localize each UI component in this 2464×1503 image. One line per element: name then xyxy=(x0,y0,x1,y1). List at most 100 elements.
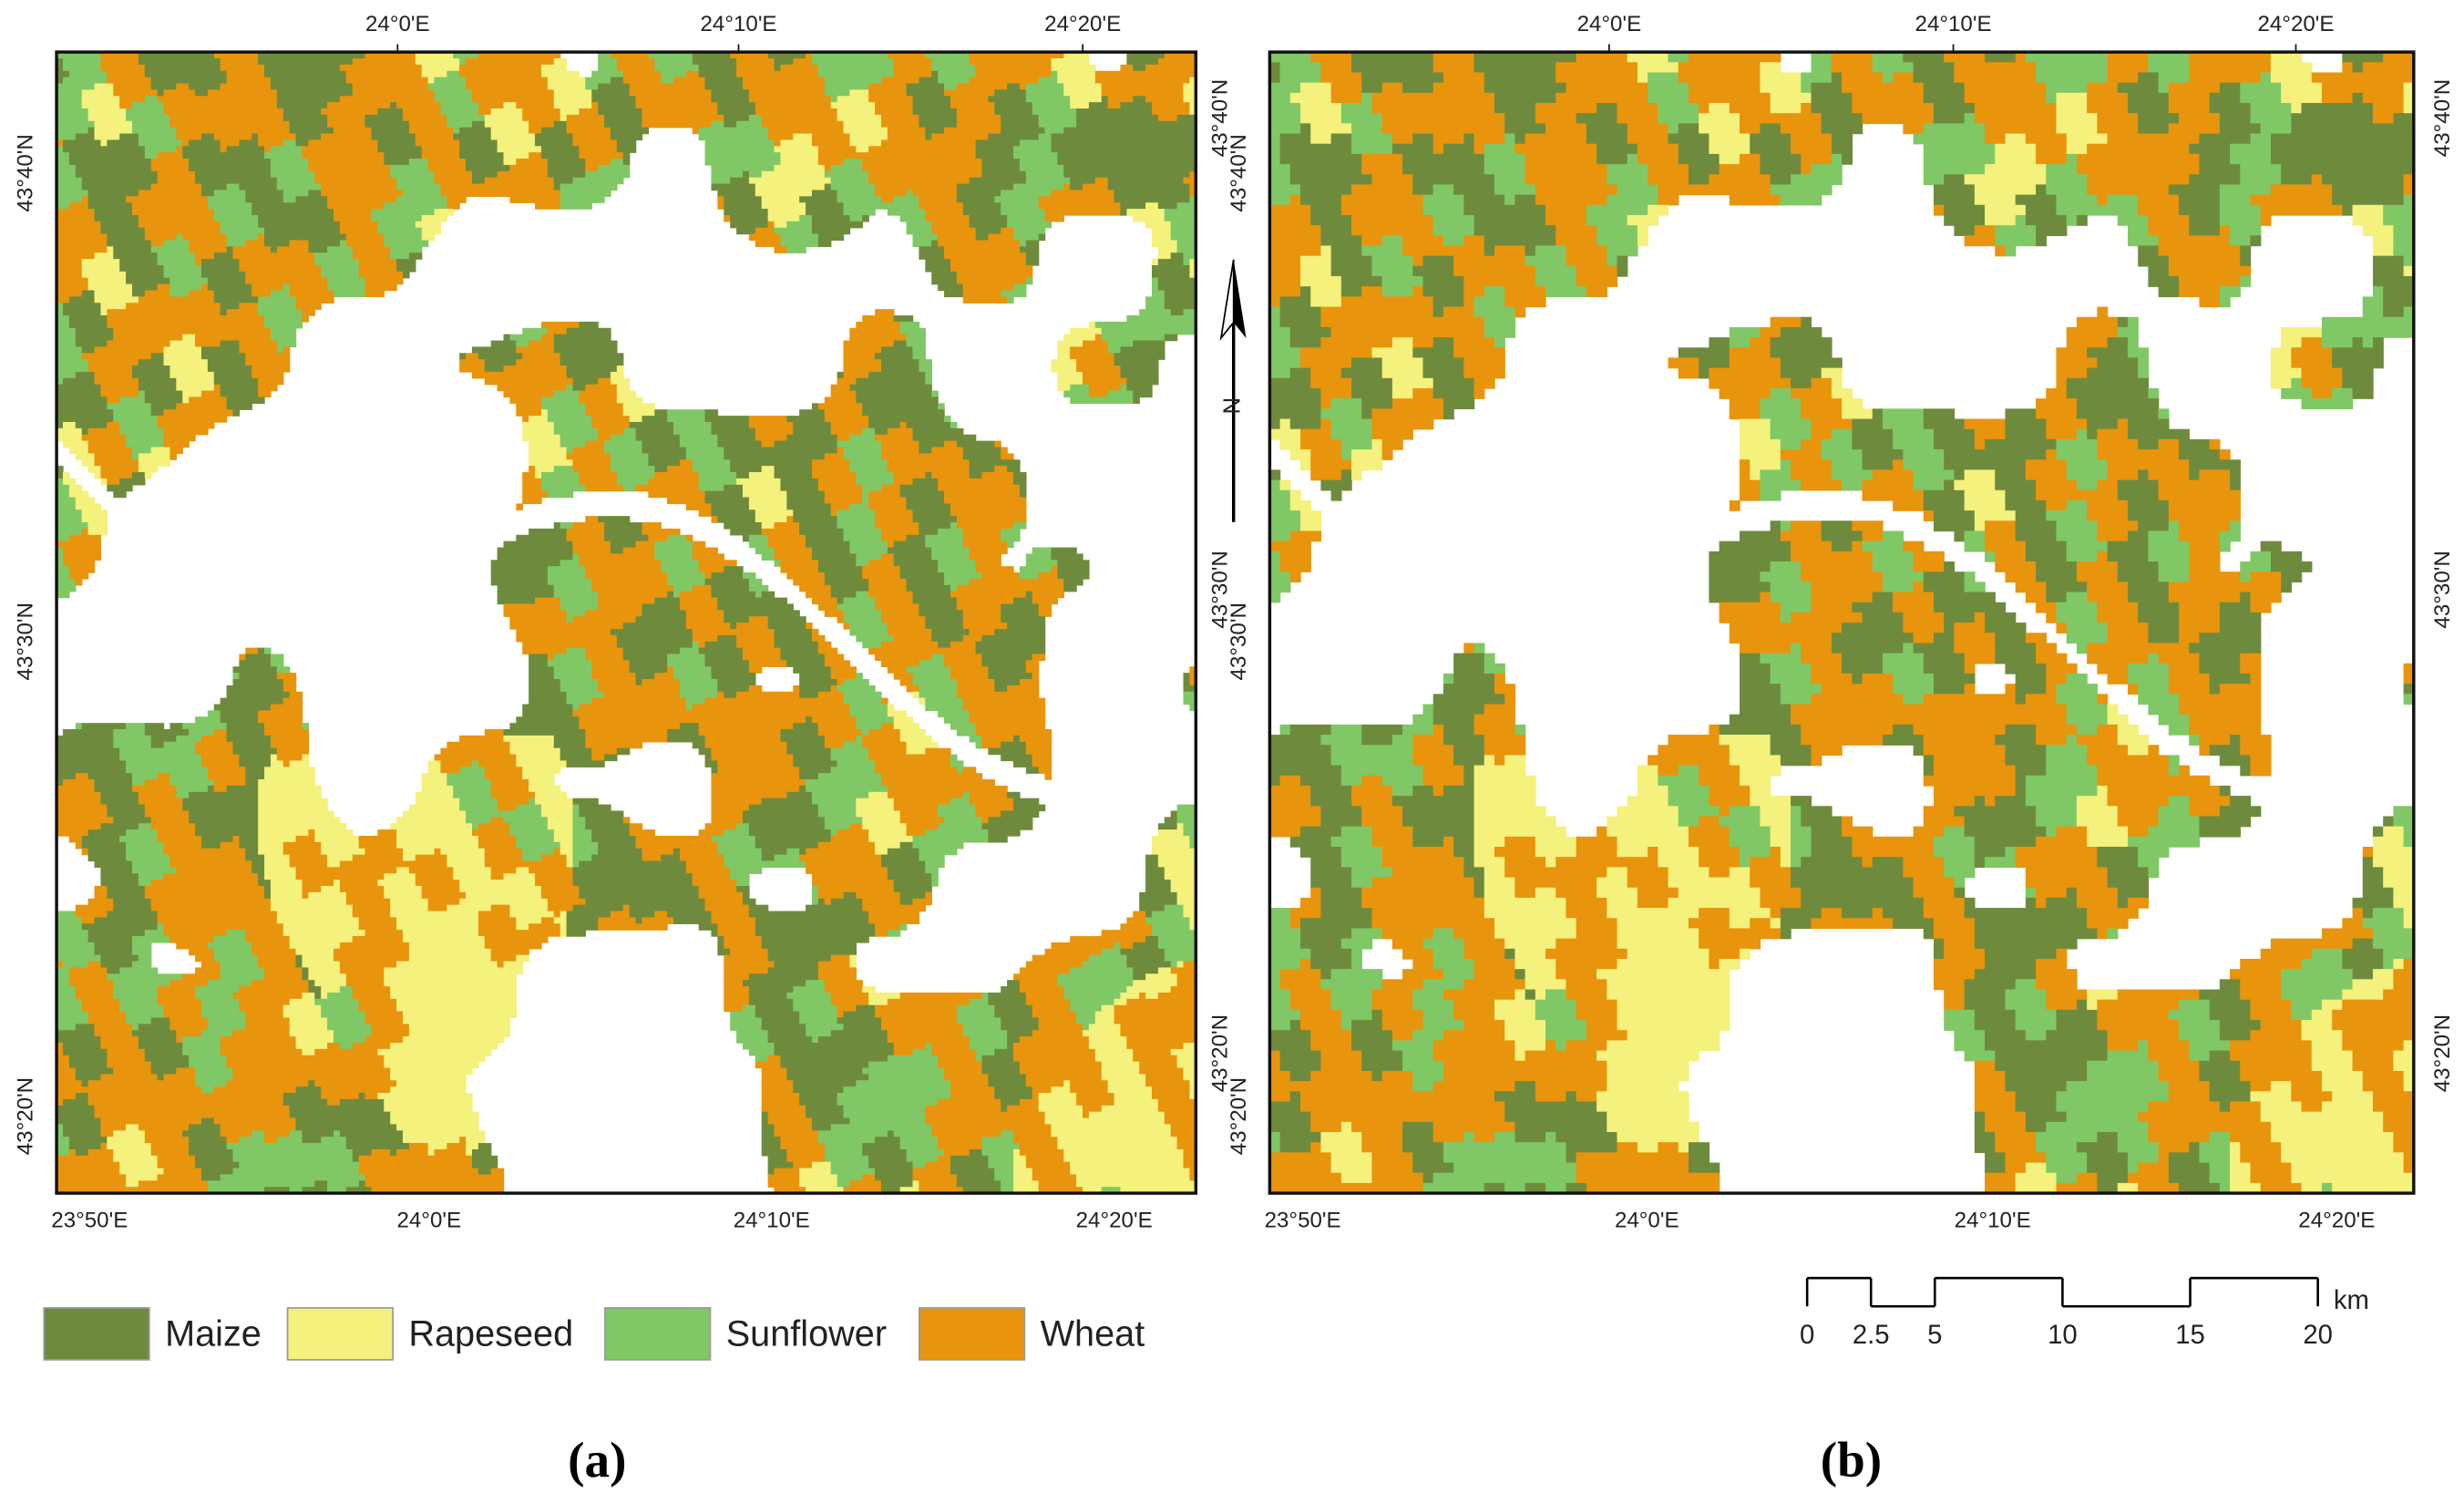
crop-cell xyxy=(893,70,932,78)
crop-cell xyxy=(880,610,920,617)
crop-cell xyxy=(931,1042,970,1050)
crop-cell xyxy=(276,96,341,103)
crop-cell xyxy=(975,741,983,749)
crop-cell xyxy=(806,1024,845,1031)
crop-cell xyxy=(471,120,486,129)
crop-cell xyxy=(2270,561,2313,572)
crop-cell xyxy=(1770,428,1812,440)
crop-cell xyxy=(1954,877,1966,889)
crop-cell xyxy=(579,396,618,405)
crop-cell xyxy=(912,427,964,436)
crop-cell xyxy=(1473,816,1556,828)
crop-cell xyxy=(667,654,706,662)
crop-cell xyxy=(856,891,901,900)
crop-cell xyxy=(912,96,951,103)
crop-cell xyxy=(2015,673,2047,685)
crop-cell xyxy=(1484,704,1516,715)
crop-cell xyxy=(220,221,259,229)
crop-cell xyxy=(447,773,486,780)
crop-cell xyxy=(107,973,183,981)
crop-cell xyxy=(880,773,983,780)
crop-cell xyxy=(837,96,869,103)
crop-cell xyxy=(817,159,845,166)
crop-cell xyxy=(459,880,536,887)
crop-cell xyxy=(956,584,1064,592)
crop-cell xyxy=(944,440,958,448)
crop-cell xyxy=(157,416,228,423)
crop-cell xyxy=(698,471,737,479)
crop-cell xyxy=(893,560,939,567)
crop-cell xyxy=(849,384,932,392)
crop-cell xyxy=(327,1024,373,1031)
crop-cell xyxy=(1391,785,1414,797)
crop-cell xyxy=(427,1148,436,1157)
crop-cell xyxy=(522,484,542,492)
crop-cell xyxy=(1269,418,1281,430)
crop-cell xyxy=(535,202,561,210)
crop-cell xyxy=(390,1074,467,1081)
crop-cell xyxy=(56,773,77,780)
crop-cell xyxy=(390,252,410,260)
crop-cell xyxy=(2199,153,2231,165)
crop-cell xyxy=(811,221,863,229)
crop-cell xyxy=(1300,123,1311,135)
crop-cell xyxy=(150,817,190,824)
crop-cell xyxy=(345,70,423,78)
crop-cell xyxy=(1770,735,1802,746)
crop-cell xyxy=(352,246,391,253)
crop-cell xyxy=(774,466,813,473)
crop-cell xyxy=(516,760,568,767)
crop-cell xyxy=(944,716,970,724)
crop-cell xyxy=(774,471,813,479)
crop-cell xyxy=(717,196,724,203)
crop-cell xyxy=(938,1055,977,1063)
crop-cell xyxy=(459,70,542,78)
crop-cell xyxy=(503,365,568,373)
crop-cell xyxy=(1791,643,1802,654)
crop-cell xyxy=(1770,673,1812,685)
crop-cell xyxy=(1189,108,1197,116)
crop-cell xyxy=(1025,1074,1103,1081)
crop-cell xyxy=(157,911,278,919)
crop-cell xyxy=(107,804,146,812)
crop-cell xyxy=(811,634,826,643)
crop-cell xyxy=(334,290,366,298)
crop-cell xyxy=(1913,724,2007,736)
crop-cell xyxy=(1120,365,1159,373)
crop-cell xyxy=(553,89,592,97)
crop-cell xyxy=(1750,877,1792,889)
crop-cell xyxy=(157,1074,165,1081)
crop-cell xyxy=(1320,72,1362,84)
crop-cell xyxy=(1699,775,1740,787)
crop-cell xyxy=(1070,102,1090,109)
crop-cell xyxy=(447,1143,467,1150)
crop-cell xyxy=(56,146,64,153)
crop-cell xyxy=(1057,346,1071,354)
crop-cell xyxy=(868,1155,908,1163)
crop-cell xyxy=(817,804,857,812)
crop-cell xyxy=(944,1067,983,1076)
crop-cell xyxy=(1300,102,1342,114)
crop-cell xyxy=(899,327,927,335)
crop-cell xyxy=(195,747,234,756)
crop-cell xyxy=(2209,745,2241,757)
crop-cell xyxy=(138,359,165,366)
crop-cell xyxy=(1001,290,1027,298)
crop-cell xyxy=(761,1093,800,1100)
crop-cell xyxy=(119,427,165,436)
crop-cell xyxy=(1740,489,1761,501)
crop-cell xyxy=(1038,77,1059,85)
crop-cell xyxy=(1269,785,1311,797)
crop-cell xyxy=(396,264,416,273)
crop-cell xyxy=(824,416,869,423)
crop-cell xyxy=(270,704,303,712)
crop-cell xyxy=(56,1067,77,1076)
crop-cell xyxy=(1811,62,1833,74)
crop-cell xyxy=(1038,114,1077,122)
crop-cell xyxy=(566,616,574,623)
crop-cell xyxy=(200,264,241,273)
crop-cell xyxy=(87,522,108,530)
crop-cell xyxy=(239,760,272,767)
crop-cell xyxy=(811,403,819,410)
crop-cell xyxy=(1063,334,1096,342)
